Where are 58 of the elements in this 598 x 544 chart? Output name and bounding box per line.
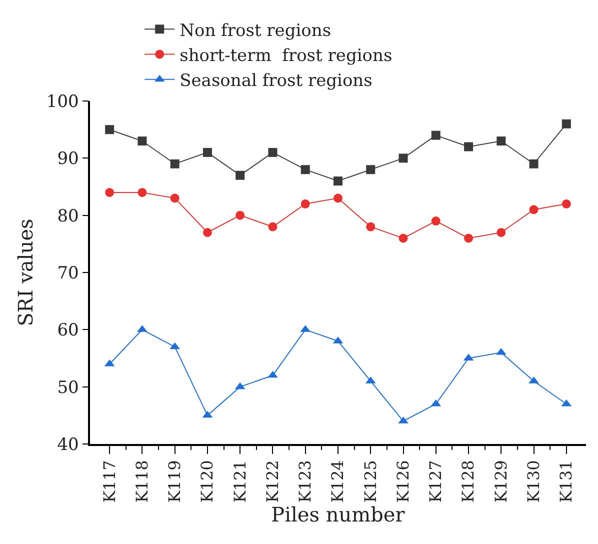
y-axis-title: SRI values bbox=[13, 218, 38, 326]
point bbox=[334, 194, 342, 203]
x-tick-label: K128 bbox=[458, 460, 478, 503]
x-tick-label: K130 bbox=[524, 460, 543, 503]
x-tick-label: K117 bbox=[100, 460, 119, 503]
point bbox=[268, 222, 278, 232]
y-tick-label: 40 bbox=[57, 434, 79, 455]
point bbox=[138, 188, 147, 197]
point bbox=[170, 159, 180, 168]
y-tick-label: 70 bbox=[57, 263, 79, 284]
point bbox=[300, 165, 310, 174]
point bbox=[562, 199, 571, 208]
point bbox=[496, 228, 506, 237]
point bbox=[366, 222, 376, 232]
point bbox=[202, 148, 212, 157]
point bbox=[366, 165, 376, 174]
point bbox=[268, 148, 278, 157]
y-tick-label: 80 bbox=[57, 206, 79, 226]
point bbox=[236, 170, 245, 180]
x-tick-label: K121 bbox=[230, 460, 250, 503]
point bbox=[398, 234, 408, 243]
x-tick-label: K118 bbox=[132, 460, 152, 503]
point bbox=[464, 234, 474, 243]
point bbox=[431, 130, 440, 140]
point bbox=[105, 188, 114, 197]
legend-label: short-term frost regions bbox=[180, 46, 392, 66]
x-tick-label: K119 bbox=[165, 460, 184, 503]
point bbox=[268, 370, 278, 378]
point bbox=[529, 205, 538, 214]
point bbox=[138, 136, 147, 146]
y-tick-label: 90 bbox=[57, 149, 79, 170]
point bbox=[334, 176, 342, 186]
legend-label: Seasonal frost regions bbox=[180, 70, 372, 91]
x-tick-label: K126 bbox=[393, 460, 412, 503]
x-tick-label: K127 bbox=[426, 460, 446, 503]
point bbox=[236, 210, 245, 220]
x-tick-label: K120 bbox=[198, 460, 217, 503]
x-tick-label: K129 bbox=[491, 460, 510, 503]
y-tick-label: 100 bbox=[46, 92, 79, 112]
point bbox=[202, 228, 212, 237]
x-axis-title: Piles number bbox=[271, 502, 406, 527]
point bbox=[105, 125, 114, 134]
point bbox=[398, 154, 408, 163]
x-tick-label: K125 bbox=[360, 460, 380, 503]
point bbox=[300, 199, 310, 208]
x-tick-label: K124 bbox=[328, 460, 348, 503]
point bbox=[464, 142, 474, 152]
point bbox=[170, 194, 180, 203]
point bbox=[562, 119, 571, 128]
y-tick-label: 50 bbox=[57, 378, 79, 398]
point bbox=[496, 136, 506, 146]
point bbox=[529, 159, 538, 168]
x-tick-label: K123 bbox=[296, 460, 315, 503]
y-tick-label: 60 bbox=[57, 320, 79, 341]
legend-label: Non frost regions bbox=[180, 20, 332, 41]
x-tick-label: K131 bbox=[556, 460, 576, 503]
point bbox=[431, 216, 440, 226]
x-tick-label: K122 bbox=[262, 460, 282, 503]
